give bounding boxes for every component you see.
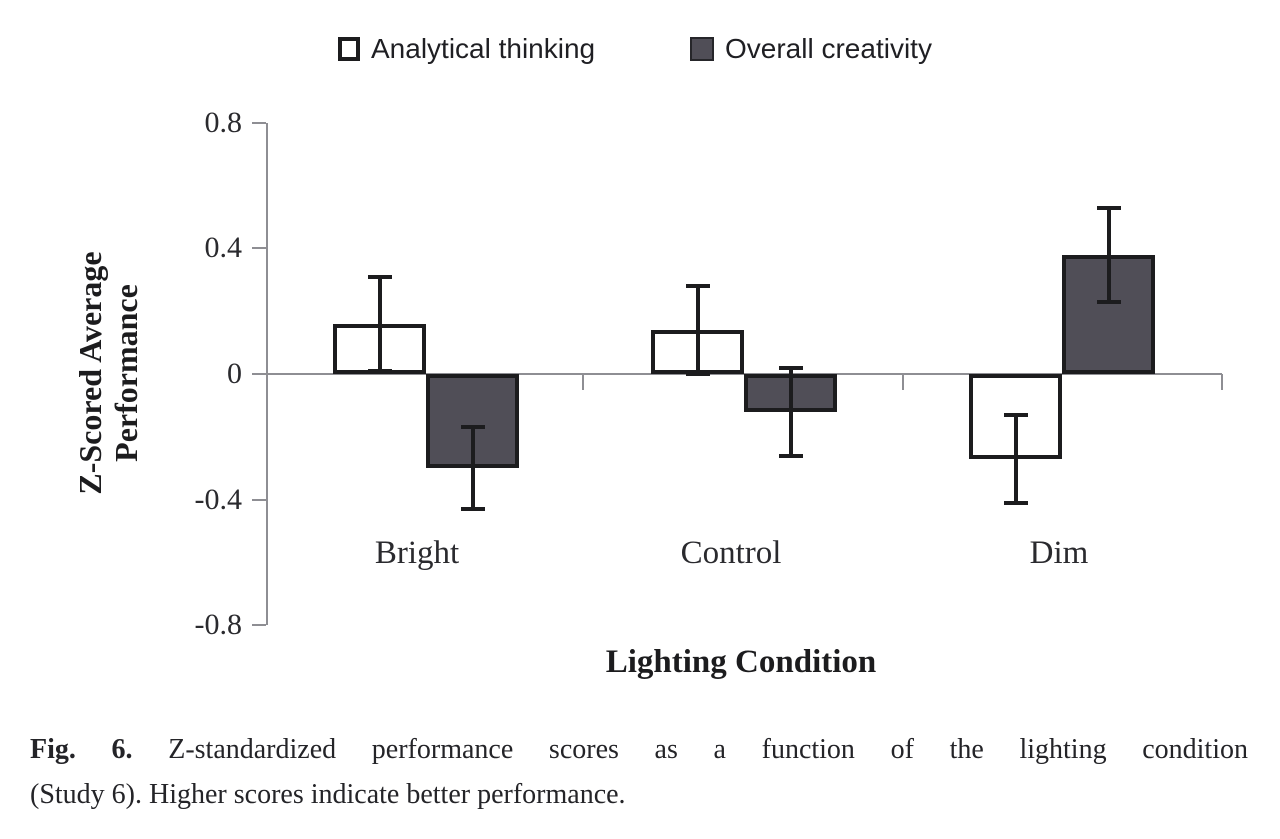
figure-caption: Fig. 6. Z-standardized performance score… <box>30 727 1248 817</box>
error-bar-cap <box>1096 205 1121 210</box>
error-bar-line <box>377 276 382 371</box>
error-bar-cap <box>367 368 392 373</box>
x-axis-title: Lighting Condition <box>605 644 877 680</box>
y-tick-label: 0.4 <box>204 231 243 265</box>
legend-label-analytical-thinking: Analytical thinking <box>371 33 596 64</box>
error-bar-cap <box>1003 412 1028 417</box>
x-axis-tick <box>582 374 584 390</box>
caption-text-line-1: Z-standardized performance scores as a f… <box>168 734 1248 765</box>
error-bar-line <box>695 286 700 374</box>
y-tick-label: 0.8 <box>204 105 243 139</box>
error-bar-cap <box>460 425 485 430</box>
error-bar-cap <box>778 365 803 370</box>
legend-item-overall-creativity: Overall creativity <box>690 33 932 65</box>
x-axis-tick <box>902 374 904 390</box>
error-bar-cap <box>460 507 485 512</box>
error-bar-line <box>1013 414 1018 503</box>
error-bar-line <box>1106 207 1111 302</box>
y-tick <box>252 373 266 375</box>
error-bar-line <box>470 427 475 509</box>
legend-swatch-analytical-open-square <box>338 37 360 61</box>
legend-item-analytical-thinking: Analytical thinking <box>338 33 595 65</box>
error-bar-cap <box>1003 500 1028 505</box>
error-bar-cap <box>685 284 710 289</box>
error-bar-cap <box>1096 299 1121 304</box>
y-tick <box>252 247 266 250</box>
error-bar-cap <box>685 372 710 376</box>
y-tick <box>252 121 266 124</box>
caption-line-1: Fig. 6. Z-standardized performance score… <box>30 727 1248 772</box>
error-bar-cap <box>778 453 803 458</box>
y-tick <box>252 498 266 501</box>
category-label-bright: Bright <box>374 535 460 571</box>
caption-fig-number: Fig. 6. <box>30 734 133 765</box>
y-tick-label: -0.8 <box>194 608 243 642</box>
y-tick-label: 0 <box>227 357 242 390</box>
category-label-control: Control <box>680 535 782 571</box>
legend-swatch-creativity-filled-square <box>690 37 714 61</box>
y-tick <box>252 624 266 627</box>
error-bar-line <box>788 367 793 456</box>
error-bar-cap <box>367 274 392 279</box>
category-label-dim: Dim <box>1029 535 1089 571</box>
x-axis-tick <box>1221 374 1223 390</box>
legend-label-overall-creativity: Overall creativity <box>725 33 932 64</box>
caption-line-2: (Study 6). Higher scores indicate better… <box>30 779 626 810</box>
y-tick-label: -0.4 <box>194 482 243 516</box>
